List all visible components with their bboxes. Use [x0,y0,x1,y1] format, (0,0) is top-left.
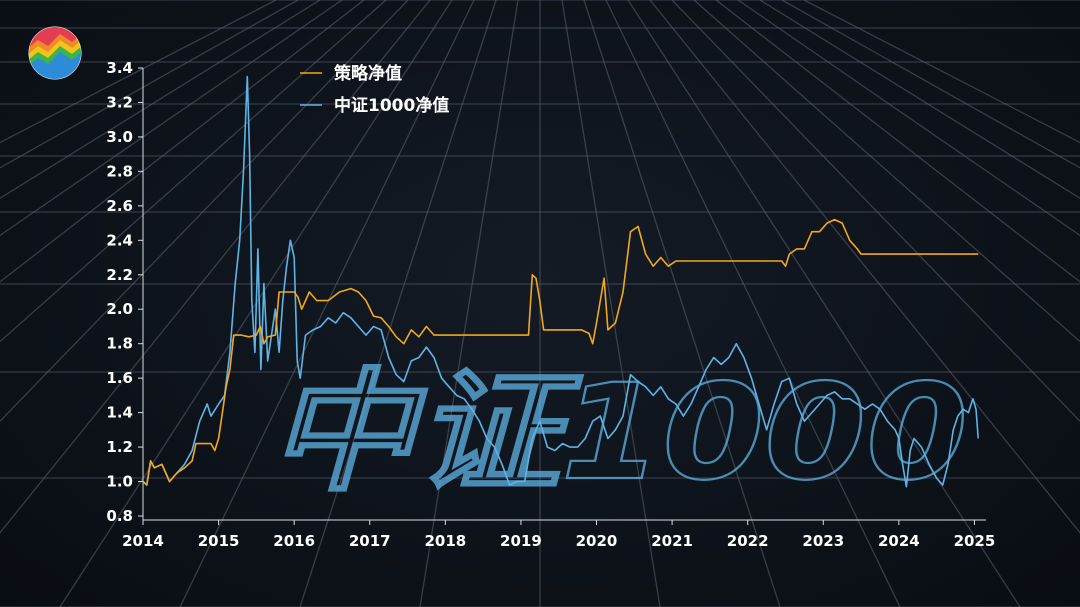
x-tick-label: 2015 [198,532,240,550]
rainbow-zigzag-logo-icon [28,26,82,80]
y-tick-label: 1.0 [106,473,133,491]
y-tick-label: 2.8 [106,162,133,180]
series-line-strategy [142,218,979,486]
y-tick-label: 2.2 [106,266,133,284]
x-tick-label: 2017 [349,532,391,550]
y-tick-label: 1.2 [106,438,133,456]
x-tick-label: 2019 [500,532,542,550]
chart-axes: 0.8 1.0 1.2 1.4 1.6 1.8 2.0 2.2 2.4 2.6 2.8 3.0 3.2 3… [106,59,995,550]
y-tick-label: 2.6 [106,197,133,215]
y-tick-label: 1.8 [106,335,133,353]
x-tick-label: 2016 [273,532,315,550]
x-tick-label: 2024 [878,532,920,550]
y-tick-label: 1.6 [106,369,133,387]
y-tick-label: 0.8 [106,507,133,525]
legend-label: 中证1000净值 [334,95,449,116]
watermark-text: 中证1000 [268,356,968,510]
x-tick-label: 2022 [727,532,769,550]
legend-label: 策略净值 [334,63,402,84]
y-tick-label: 1.4 [106,404,133,422]
y-tick-label: 2.4 [106,231,133,249]
x-tick-label: 2021 [651,532,693,550]
series-line-index [142,75,979,488]
series-layer [142,75,979,488]
x-tick-label: 2014 [122,532,164,550]
x-tick-label: 2023 [802,532,844,550]
y-tick-label: 3.4 [106,59,133,77]
x-tick-label: 2020 [576,532,618,550]
x-tick-label: 2025 [954,532,996,550]
y-tick-label: 3.0 [106,128,133,146]
x-tick-label: 2018 [424,532,466,550]
y-tick-label: 2.0 [106,300,133,318]
y-tick-label: 3.2 [106,93,133,111]
